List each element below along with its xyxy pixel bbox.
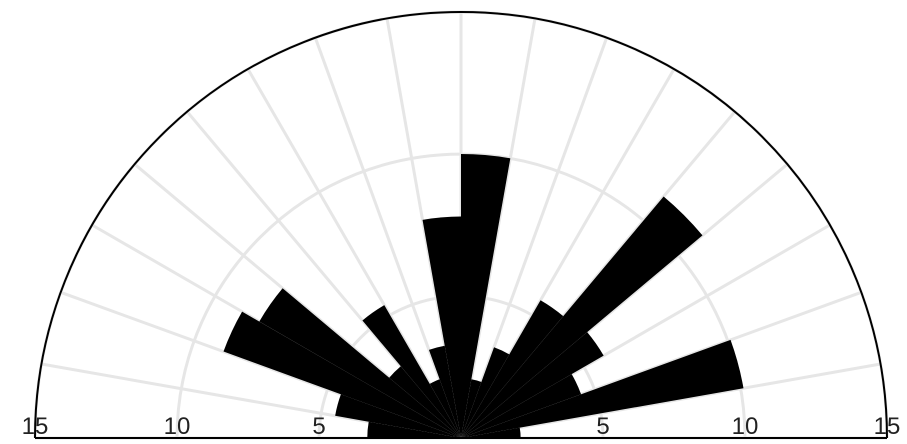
bar — [389, 366, 461, 438]
bar — [461, 300, 564, 438]
bar — [461, 379, 482, 438]
bar — [428, 345, 461, 438]
bar — [335, 394, 461, 438]
bar — [367, 421, 461, 438]
bar — [461, 374, 582, 438]
bar — [259, 288, 461, 438]
grid-spoke — [459, 68, 676, 439]
bar — [223, 311, 461, 438]
r-tick-label: 15 — [22, 413, 49, 440]
bar — [461, 196, 703, 438]
r-tick-label: 15 — [874, 413, 901, 440]
bar — [429, 379, 461, 438]
bar — [461, 339, 744, 438]
outer-arc — [34, 11, 888, 439]
r-tick-label: 5 — [312, 413, 325, 440]
bar — [461, 427, 521, 438]
bar — [362, 305, 461, 438]
bar — [422, 216, 461, 438]
bar — [461, 347, 510, 438]
r-tick-label: 5 — [596, 413, 609, 440]
r-tick-label: 10 — [164, 413, 191, 440]
bar — [461, 332, 604, 438]
r-tick-label: 10 — [732, 413, 759, 440]
bar — [461, 154, 511, 438]
grid-spoke — [313, 37, 463, 439]
